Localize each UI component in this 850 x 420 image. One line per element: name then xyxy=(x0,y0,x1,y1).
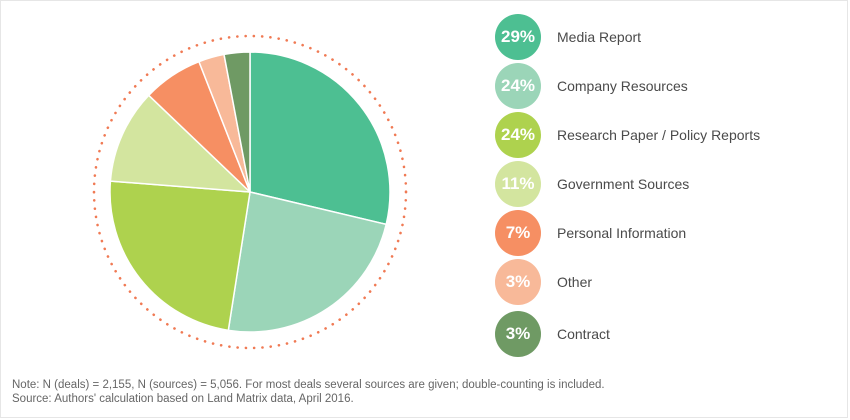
pie-slice-research-paper-policy-reports xyxy=(109,180,251,332)
legend-value-badge: 3% xyxy=(495,259,541,305)
legend-item: 24% Research Paper / Policy Reports xyxy=(495,111,825,159)
legend-item: 24% Company Resources xyxy=(495,62,825,110)
pie-slices xyxy=(109,51,391,333)
note-text: Note: N (deals) = 2,155, N (sources) = 5… xyxy=(12,379,605,391)
legend-item: 7% Personal Information xyxy=(495,209,825,257)
legend-label: Company Resources xyxy=(557,78,688,94)
legend-value-badge: 11% xyxy=(495,161,541,207)
pie-slice-company-resources xyxy=(227,191,388,333)
legend-label: Personal Information xyxy=(557,225,687,241)
pie-slice-government-sources xyxy=(109,94,253,193)
legend-value-badge: 7% xyxy=(495,210,541,256)
chart-notes: Note: N (deals) = 2,155, N (sources) = 5… xyxy=(12,378,605,406)
legend-value-badge: 24% xyxy=(495,63,541,109)
legend-label: Government Sources xyxy=(557,176,690,192)
legend-item: 3% Contract xyxy=(495,310,825,358)
pie-slice-contract xyxy=(223,51,251,193)
legend-label: Contract xyxy=(557,326,610,342)
legend-value-badge: 24% xyxy=(495,112,541,158)
legend-item: 29% Media Report xyxy=(495,13,825,61)
legend-item: 3% Other xyxy=(495,258,825,306)
source-text: Source: Authors' calculation based on La… xyxy=(12,393,354,405)
pie-chart xyxy=(92,34,408,350)
pie-slice-media-report xyxy=(249,51,391,226)
legend-value-badge: 3% xyxy=(495,311,541,357)
legend-label: Research Paper / Policy Reports xyxy=(557,127,761,143)
legend-label: Media Report xyxy=(557,29,642,45)
dotted-outer-ring xyxy=(92,34,408,350)
legend-item: 11% Government Sources xyxy=(495,160,825,208)
legend-label: Other xyxy=(557,274,593,290)
legend-value-badge: 29% xyxy=(495,14,541,60)
